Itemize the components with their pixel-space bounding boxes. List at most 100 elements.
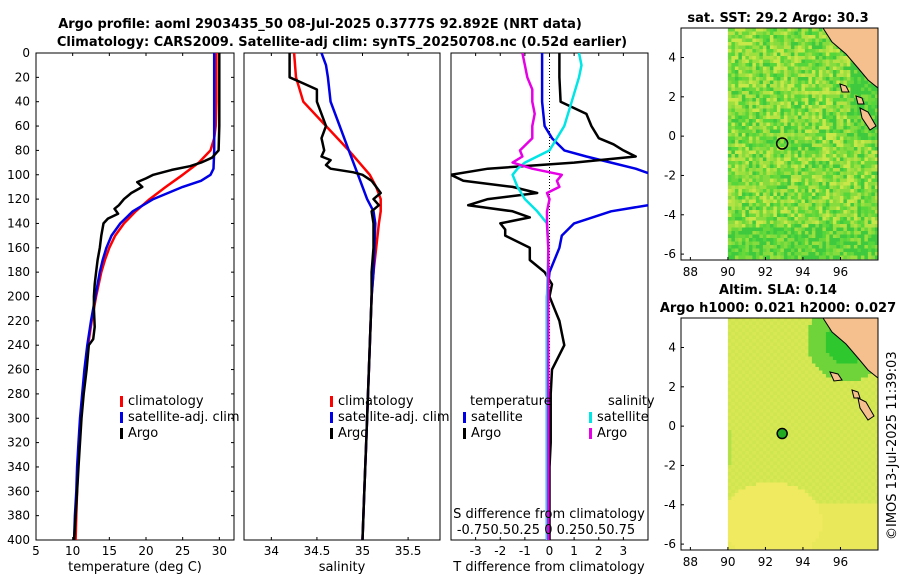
heatmap-cell bbox=[738, 77, 743, 81]
heatmap-cell bbox=[745, 542, 750, 546]
heatmap-cell bbox=[755, 426, 760, 431]
heatmap-cell bbox=[790, 475, 795, 480]
heatmap-cell bbox=[766, 451, 771, 455]
heatmap-cell bbox=[808, 426, 813, 431]
heatmap-cell bbox=[808, 409, 813, 413]
heatmap-cell bbox=[811, 493, 816, 497]
heatmap-cell bbox=[731, 486, 736, 490]
heatmap-cell bbox=[766, 168, 771, 172]
heatmap-cell bbox=[731, 412, 736, 417]
heatmap-cell bbox=[790, 405, 795, 410]
heatmap-cell bbox=[731, 363, 736, 368]
heatmap-cell bbox=[804, 248, 809, 253]
heatmap-cell bbox=[811, 363, 816, 368]
heatmap-cell bbox=[752, 405, 757, 410]
heatmap-cell bbox=[818, 112, 823, 116]
heatmap-cell bbox=[815, 437, 820, 441]
heatmap-cell bbox=[773, 66, 778, 71]
heatmap-cell bbox=[843, 199, 848, 204]
legend-swatch-s-argo bbox=[589, 428, 592, 439]
heatmap-cell bbox=[801, 182, 806, 186]
heatmap-cell bbox=[738, 224, 743, 228]
heatmap-cell bbox=[874, 252, 878, 256]
heatmap-cell bbox=[818, 185, 823, 190]
heatmap-cell bbox=[867, 129, 872, 134]
heatmap-cell bbox=[748, 437, 753, 441]
heatmap-cell bbox=[790, 119, 795, 123]
heatmap-cell bbox=[818, 468, 823, 473]
heatmap-cell bbox=[811, 356, 816, 361]
heatmap-cell bbox=[822, 189, 827, 193]
heatmap-cell bbox=[748, 199, 753, 204]
heatmap-cell bbox=[832, 84, 837, 88]
heatmap-cell bbox=[790, 458, 795, 462]
heatmap-cell bbox=[832, 192, 837, 197]
heatmap-cell bbox=[748, 129, 753, 134]
heatmap-cell bbox=[801, 45, 806, 50]
heatmap-cell bbox=[783, 80, 788, 85]
heatmap-cell bbox=[822, 510, 827, 515]
heatmap-cell bbox=[811, 136, 816, 141]
heatmap-cell bbox=[731, 503, 736, 508]
heatmap-cell bbox=[843, 143, 848, 148]
heatmap-cell bbox=[846, 192, 851, 197]
heatmap-cell bbox=[818, 405, 823, 410]
heatmap-cell bbox=[776, 349, 781, 354]
heatmap-cell bbox=[759, 49, 764, 53]
heatmap-cell bbox=[787, 444, 792, 448]
heatmap-cell bbox=[773, 465, 778, 469]
heatmap-cell bbox=[815, 252, 820, 256]
heatmap-cell bbox=[843, 122, 848, 127]
heatmap-cell bbox=[752, 157, 757, 162]
heatmap-cell bbox=[755, 154, 760, 158]
heatmap-cell bbox=[787, 147, 792, 151]
heatmap-cell bbox=[762, 38, 767, 43]
heatmap-cell bbox=[801, 370, 806, 375]
heatmap-cell bbox=[787, 325, 792, 329]
heatmap-cell bbox=[766, 28, 771, 32]
heatmap-cell bbox=[766, 468, 771, 473]
heatmap-cell bbox=[734, 479, 739, 483]
heatmap-cell bbox=[769, 98, 774, 102]
heatmap-cell bbox=[829, 157, 834, 162]
heatmap-cell bbox=[752, 528, 757, 532]
heatmap-cell bbox=[738, 105, 743, 109]
heatmap-cell bbox=[790, 77, 795, 81]
heatmap-cell bbox=[846, 241, 851, 246]
heatmap-cell bbox=[783, 321, 788, 326]
heatmap-cell bbox=[804, 517, 809, 522]
heatmap-cell bbox=[776, 507, 781, 511]
heatmap-cell bbox=[745, 63, 750, 67]
heatmap-cell bbox=[766, 150, 771, 155]
heatmap-cell bbox=[780, 224, 785, 228]
heatmap-cell bbox=[815, 524, 820, 529]
heatmap-cell bbox=[769, 325, 774, 329]
heatmap-cell bbox=[762, 409, 767, 413]
heatmap-cell bbox=[790, 35, 795, 39]
heatmap-cell bbox=[748, 416, 753, 420]
heatmap-cell bbox=[853, 231, 858, 235]
heatmap-cell bbox=[794, 105, 799, 109]
heatmap-cell bbox=[801, 528, 806, 532]
heatmap-cell bbox=[752, 171, 757, 176]
heatmap-cell bbox=[808, 360, 813, 364]
heatmap-cell bbox=[769, 430, 774, 434]
heatmap-cell bbox=[864, 220, 869, 225]
heatmap-cell bbox=[759, 28, 764, 32]
heatmap-cell bbox=[745, 171, 750, 176]
heatmap-cell bbox=[738, 171, 743, 176]
heatmap-cell bbox=[790, 182, 795, 186]
heatmap-cell bbox=[773, 472, 778, 476]
heatmap-cell bbox=[755, 192, 760, 197]
heatmap-cell bbox=[766, 161, 771, 165]
heatmap-cell bbox=[839, 224, 844, 228]
heatmap-cell bbox=[773, 196, 778, 200]
heatmap-cell bbox=[745, 175, 750, 179]
heatmap-cell bbox=[867, 224, 872, 228]
heatmap-cell bbox=[762, 482, 767, 487]
heatmap-cell bbox=[818, 321, 823, 326]
heatmap-cell bbox=[755, 35, 760, 39]
heatmap-cell bbox=[762, 157, 767, 162]
heatmap-cell bbox=[825, 206, 830, 211]
heatmap-cell bbox=[769, 349, 774, 354]
